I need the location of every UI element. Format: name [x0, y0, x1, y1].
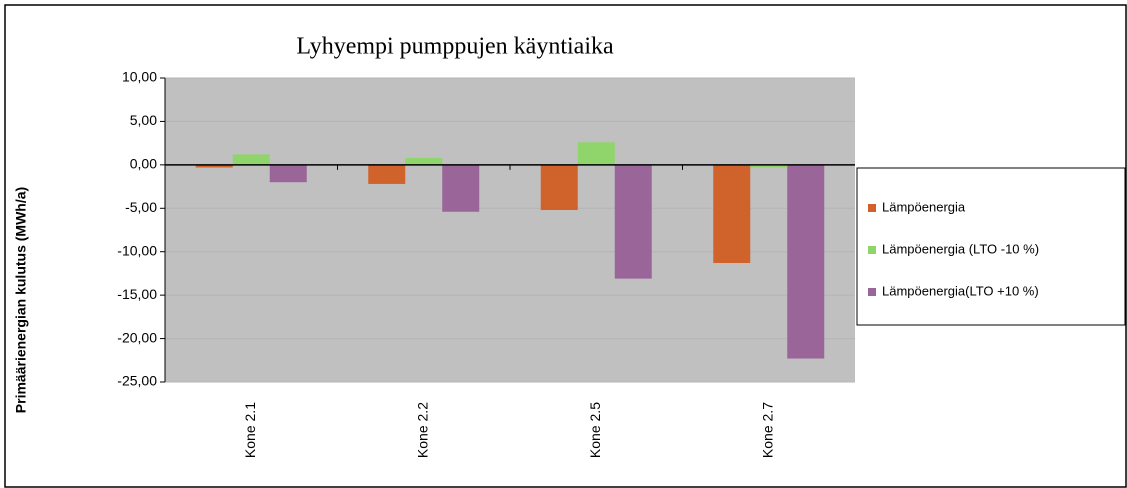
legend-label: Lämpöenergia (LTO -10 %): [882, 241, 1039, 256]
bar: [195, 164, 233, 168]
y-axis-label: Primäärienergian kulutus (MWh/a): [13, 187, 29, 413]
bar: [405, 157, 443, 165]
legend-swatch: [868, 288, 876, 296]
y-tick-label: -20,00: [117, 329, 157, 345]
y-tick-label: -10,00: [117, 242, 157, 258]
bar: [614, 164, 652, 279]
y-tick-label: 10,00: [122, 69, 157, 85]
x-tick-label: Kone 2.1: [242, 402, 258, 458]
chart-title: Lyhyempi pumppujen käyntiaika: [296, 34, 614, 60]
bar: [750, 164, 788, 168]
y-tick-label: -25,00: [117, 373, 157, 389]
plot-area: [165, 78, 855, 382]
legend-label: Lämpöenergia: [882, 199, 966, 214]
x-tick-label: Kone 2.5: [587, 402, 603, 458]
y-tick-label: 0,00: [130, 156, 157, 172]
y-tick-label: 5,00: [130, 112, 157, 128]
x-tick-label: Kone 2.7: [759, 402, 775, 458]
legend-label: Lämpöenergia(LTO +10 %): [882, 283, 1039, 298]
x-tick-label: Kone 2.2: [414, 402, 430, 458]
bar: [577, 142, 615, 165]
y-tick-label: -15,00: [117, 286, 157, 302]
bar: [368, 164, 406, 184]
bar: [540, 164, 578, 211]
bar: [269, 164, 307, 183]
legend-swatch: [868, 246, 876, 254]
legend-swatch: [868, 204, 876, 212]
bar: [442, 164, 480, 212]
bar: [787, 164, 825, 359]
legend-box: [856, 167, 1126, 326]
y-tick-label: -5,00: [125, 199, 157, 215]
bar: [232, 154, 270, 165]
bar: [713, 164, 751, 264]
